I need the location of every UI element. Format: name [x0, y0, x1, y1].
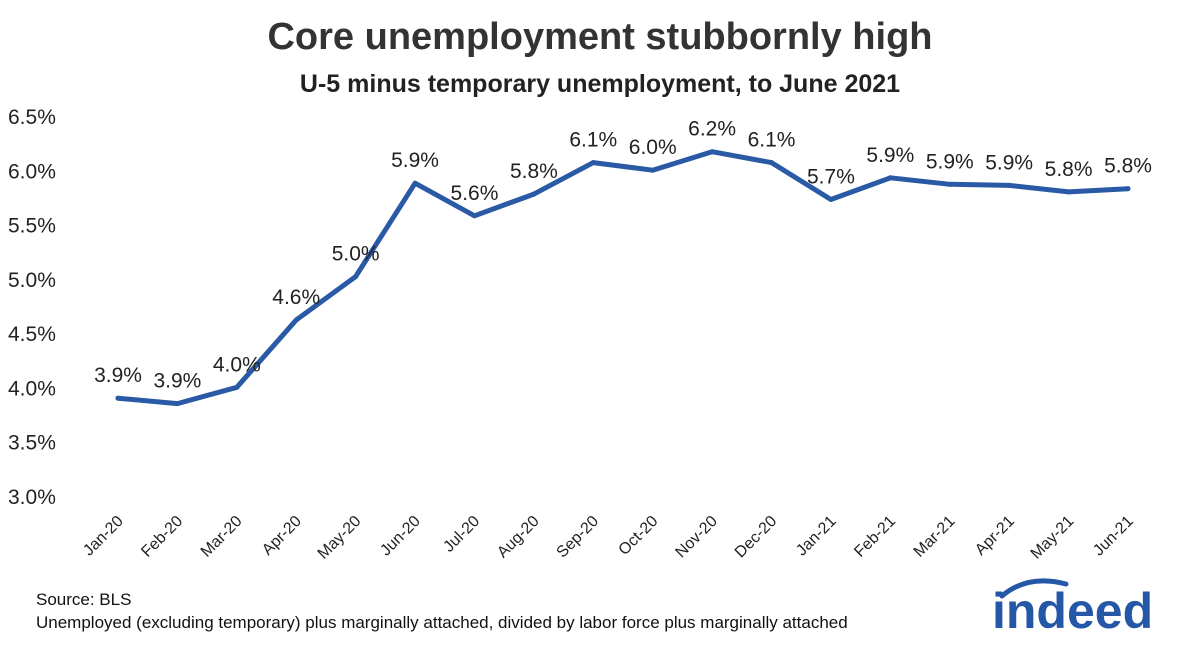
x-tick-label: Apr-21 [972, 513, 1018, 559]
indeed-logo: indeed [992, 578, 1153, 638]
y-tick-label: 4.0% [8, 377, 56, 400]
data-label: 5.7% [807, 166, 855, 189]
data-point [412, 180, 418, 186]
y-tick-label: 3.5% [8, 432, 56, 455]
chart-title: Core unemployment stubbornly high [267, 16, 933, 58]
data-point [115, 395, 121, 401]
data-label: 6.1% [748, 129, 796, 152]
line-chart: 3.0%3.5%4.0%4.5%5.0%5.5%6.0%6.5%Jan-20 Fe… [8, 106, 1152, 563]
data-label: 3.9% [153, 370, 201, 393]
x-tick-label: Sep-20 [554, 513, 603, 562]
data-label: 5.8% [1104, 155, 1152, 178]
x-tick-label: Jan-21 [793, 513, 840, 560]
data-point [828, 197, 834, 203]
data-point [650, 167, 656, 173]
x-tick-label: Oct-20 [616, 513, 662, 559]
data-point [590, 160, 596, 166]
x-tick-label: Dec-20 [732, 513, 781, 562]
data-point [1006, 182, 1012, 188]
data-label: 5.0% [332, 243, 380, 266]
data-point [1066, 189, 1072, 195]
source-note: Source: BLS [36, 590, 132, 609]
data-label: 5.9% [866, 144, 914, 167]
x-tick-label: Jun-20 [377, 513, 424, 560]
y-tick-label: 6.5% [8, 106, 56, 129]
logo-wordmark: indeed [992, 583, 1153, 638]
x-tick-label: Nov-20 [672, 513, 721, 562]
x-tick-label: May-20 [315, 513, 365, 563]
x-tick-label: Feb-20 [138, 513, 186, 561]
data-point [769, 160, 775, 166]
data-point [887, 175, 893, 181]
y-tick-label: 6.0% [8, 160, 56, 183]
data-point [471, 213, 477, 219]
x-tick-label: Jan-20 [80, 513, 127, 560]
x-tick-label: Aug-20 [494, 513, 543, 562]
data-point [531, 191, 537, 197]
y-tick-label: 5.5% [8, 215, 56, 238]
data-label: 3.9% [94, 364, 142, 387]
data-label: 6.2% [688, 118, 736, 141]
x-tick-label: Jul-20 [440, 513, 483, 556]
y-tick-label: 5.0% [8, 269, 56, 292]
x-tick-label: May-21 [1028, 513, 1078, 563]
data-label: 6.0% [629, 136, 677, 159]
x-tick-label: Mar-21 [911, 513, 959, 561]
x-tick-label: Jun-21 [1090, 513, 1137, 560]
x-tick-label: Mar-20 [198, 513, 246, 561]
data-label: 5.9% [391, 149, 439, 172]
x-tick-label: Apr-20 [259, 513, 305, 559]
data-label: 5.9% [985, 151, 1033, 174]
data-point [174, 401, 180, 407]
y-tick-label: 4.5% [8, 323, 56, 346]
data-point [234, 384, 240, 390]
data-point [293, 317, 299, 323]
data-point [947, 181, 953, 187]
definition-note: Unemployed (excluding temporary) plus ma… [36, 613, 848, 632]
series-line [115, 149, 1131, 407]
data-label: 4.0% [213, 353, 261, 376]
data-label: 5.9% [926, 150, 974, 173]
data-label: 5.8% [510, 160, 558, 183]
data-point [709, 149, 715, 155]
chart-subtitle: U-5 minus temporary unemployment, to Jun… [299, 70, 901, 98]
data-label: 5.6% [451, 182, 499, 205]
data-label: 6.1% [569, 129, 617, 152]
data-point [1125, 186, 1131, 192]
data-point [353, 274, 359, 280]
data-label: 5.8% [1045, 158, 1093, 181]
data-label: 4.6% [272, 286, 320, 309]
x-tick-label: Feb-21 [851, 513, 899, 561]
y-tick-label: 3.0% [8, 486, 56, 509]
